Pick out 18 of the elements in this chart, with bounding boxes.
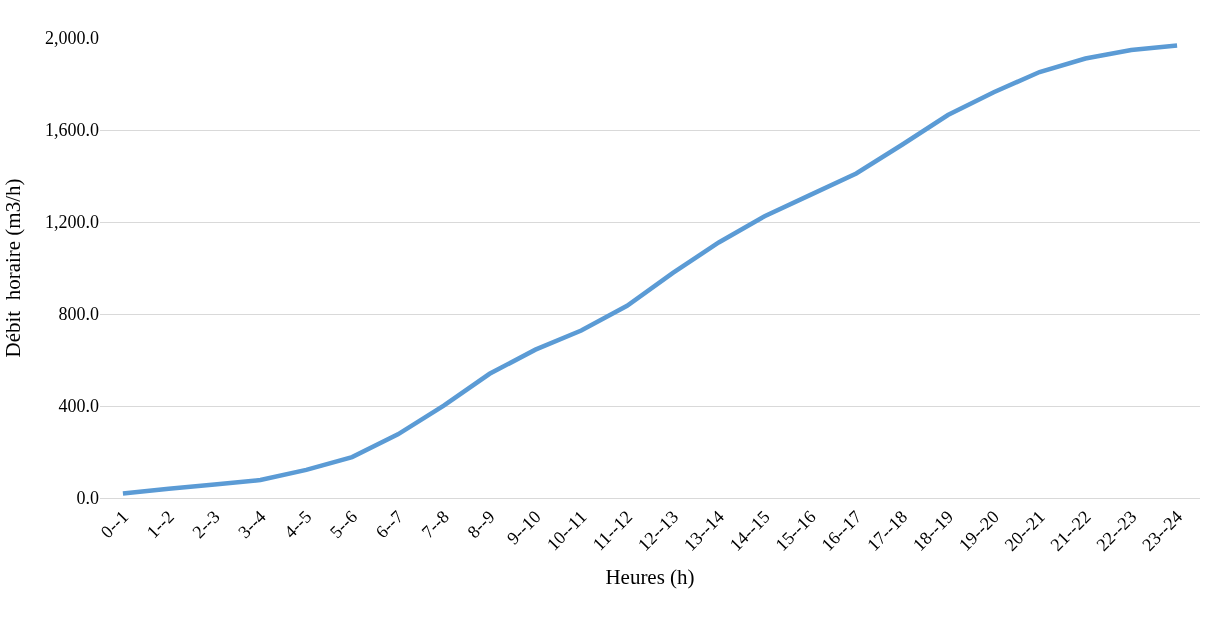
y-tick-label: 0.0 (76, 488, 99, 509)
x-axis-title: Heures (h) (605, 564, 695, 589)
y-tick-label: 2,000.0 (45, 28, 99, 49)
y-tick-label: 400.0 (58, 396, 99, 417)
x-tick-label: 0--1 (96, 506, 133, 543)
y-axis-title: Débit horaire (m3/h) (1, 178, 26, 358)
x-tick-label: 2--3 (188, 506, 224, 543)
x-tick-label: 3--4 (234, 506, 270, 543)
y-tick-label: 1,600.0 (45, 120, 99, 141)
y-tick-label: 800.0 (58, 304, 99, 325)
x-tick-label: 5--6 (325, 506, 362, 543)
x-tick-label: 1--2 (142, 506, 178, 543)
x-tick-label: 7--8 (417, 506, 453, 543)
x-tick-label: 6--7 (371, 506, 408, 543)
x-tick-label: 4--5 (280, 506, 316, 543)
x-tick-label: 8--9 (463, 506, 499, 543)
y-tick-label: 1,200.0 (45, 212, 99, 233)
line-series (120, 43, 1180, 496)
